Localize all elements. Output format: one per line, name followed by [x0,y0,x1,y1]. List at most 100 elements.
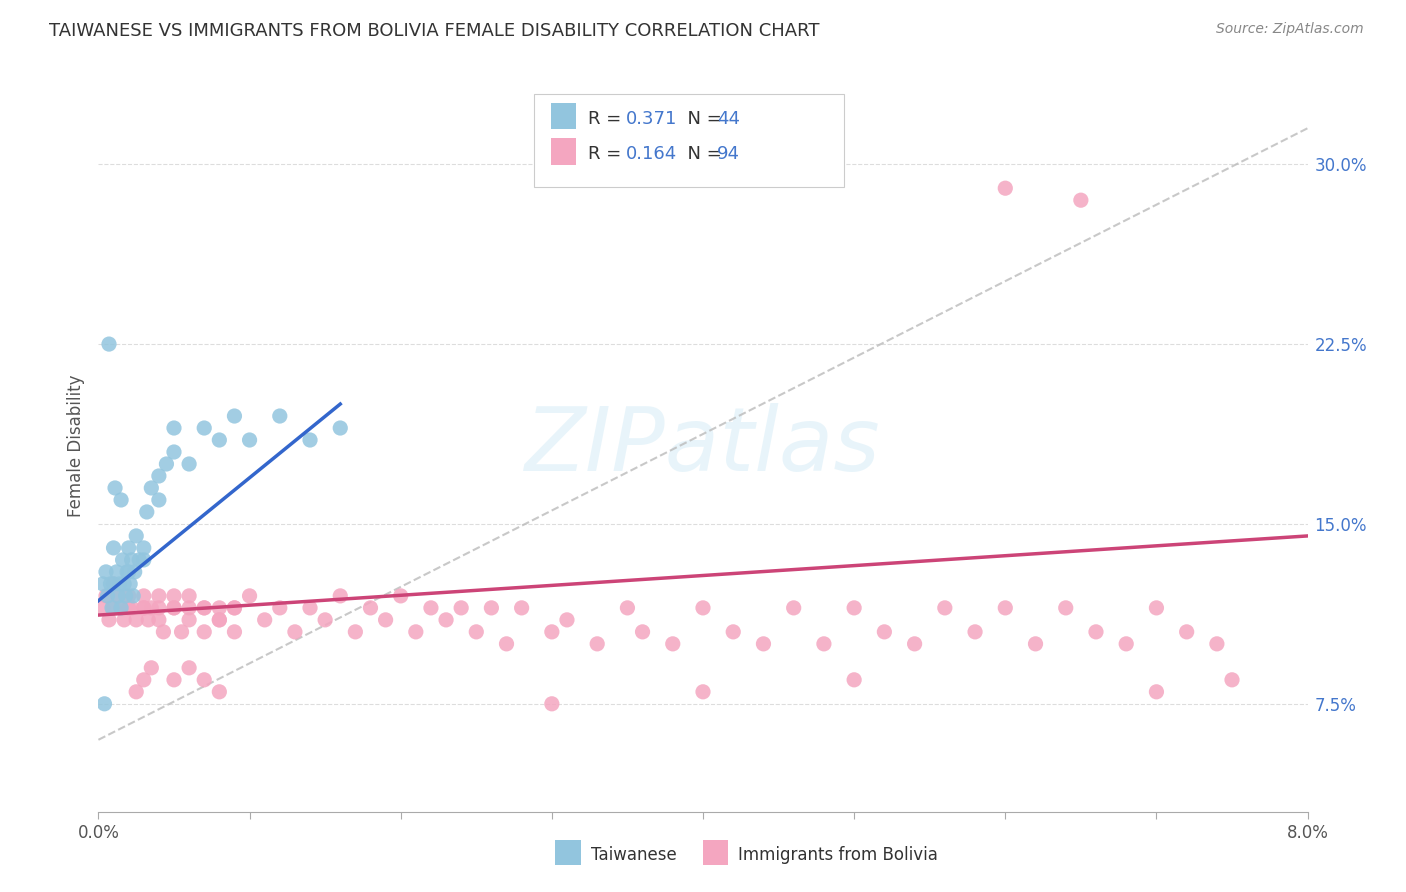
Point [904,637,927,651]
Point [723,624,745,639]
Text: 94: 94 [717,145,740,163]
Point [112,613,135,627]
Point [114,589,136,603]
Point [224,409,246,423]
Text: ZIPatlas: ZIPatlas [526,403,880,489]
Point [132,600,155,615]
Point [193,673,215,687]
Point [118,541,141,555]
Point [141,600,163,615]
Point [1070,193,1092,207]
Point [224,624,246,639]
Text: N =: N = [676,110,728,128]
Point [329,589,352,603]
Point [420,600,443,615]
Text: Taiwanese: Taiwanese [591,846,676,863]
Point [135,505,157,519]
Point [110,600,132,615]
Point [540,697,562,711]
Point [110,600,132,615]
Text: 0.164: 0.164 [626,145,676,163]
Point [125,613,148,627]
Point [94,565,117,579]
Point [141,481,163,495]
Point [103,541,125,555]
Point [1115,637,1137,651]
Point [540,624,562,639]
Point [1146,685,1168,699]
Point [510,600,533,615]
Point [692,685,714,699]
Point [100,577,122,591]
Point [631,624,654,639]
Point [1175,624,1198,639]
Point [193,600,215,615]
Text: Immigrants from Bolivia: Immigrants from Bolivia [738,846,938,863]
Point [108,577,131,591]
Point [934,600,956,615]
Point [1025,637,1047,651]
Point [208,685,231,699]
Point [873,624,896,639]
Point [120,577,142,591]
Point [495,637,517,651]
Point [103,577,125,591]
Point [152,624,174,639]
Text: Source: ZipAtlas.com: Source: ZipAtlas.com [1216,22,1364,37]
Point [661,637,683,651]
Point [193,600,215,615]
Point [105,565,128,579]
Point [1085,624,1108,639]
Point [208,433,231,447]
Point [314,613,336,627]
Point [112,577,135,591]
Point [107,589,129,603]
Point [1220,673,1243,687]
Point [783,600,806,615]
Point [132,553,155,567]
Text: 0.371: 0.371 [626,110,678,128]
Point [844,600,866,615]
Point [179,457,201,471]
Point [118,589,141,603]
Point [121,553,143,567]
Point [132,673,155,687]
Point [284,624,307,639]
Point [163,600,186,615]
Point [132,600,155,615]
Point [155,457,177,471]
Point [110,492,132,507]
Point [208,600,231,615]
Point [179,600,201,615]
Point [93,697,115,711]
Point [208,613,231,627]
Point [193,624,215,639]
Text: R =: R = [588,110,627,128]
Point [118,600,141,615]
Point [405,624,427,639]
Point [141,661,163,675]
Point [329,421,352,435]
Point [555,613,578,627]
Point [148,469,170,483]
Point [692,600,714,615]
Point [163,589,186,603]
Point [752,637,775,651]
Point [224,600,246,615]
Point [98,613,121,627]
Point [98,337,121,351]
Point [360,600,382,615]
Point [124,565,146,579]
Point [465,624,488,639]
Point [239,589,262,603]
Point [965,624,987,639]
Point [299,433,322,447]
Point [1146,600,1168,615]
Point [239,433,262,447]
Point [148,589,170,603]
Point [121,600,143,615]
Point [269,409,291,423]
Point [107,589,129,603]
Point [170,624,193,639]
Point [253,613,276,627]
